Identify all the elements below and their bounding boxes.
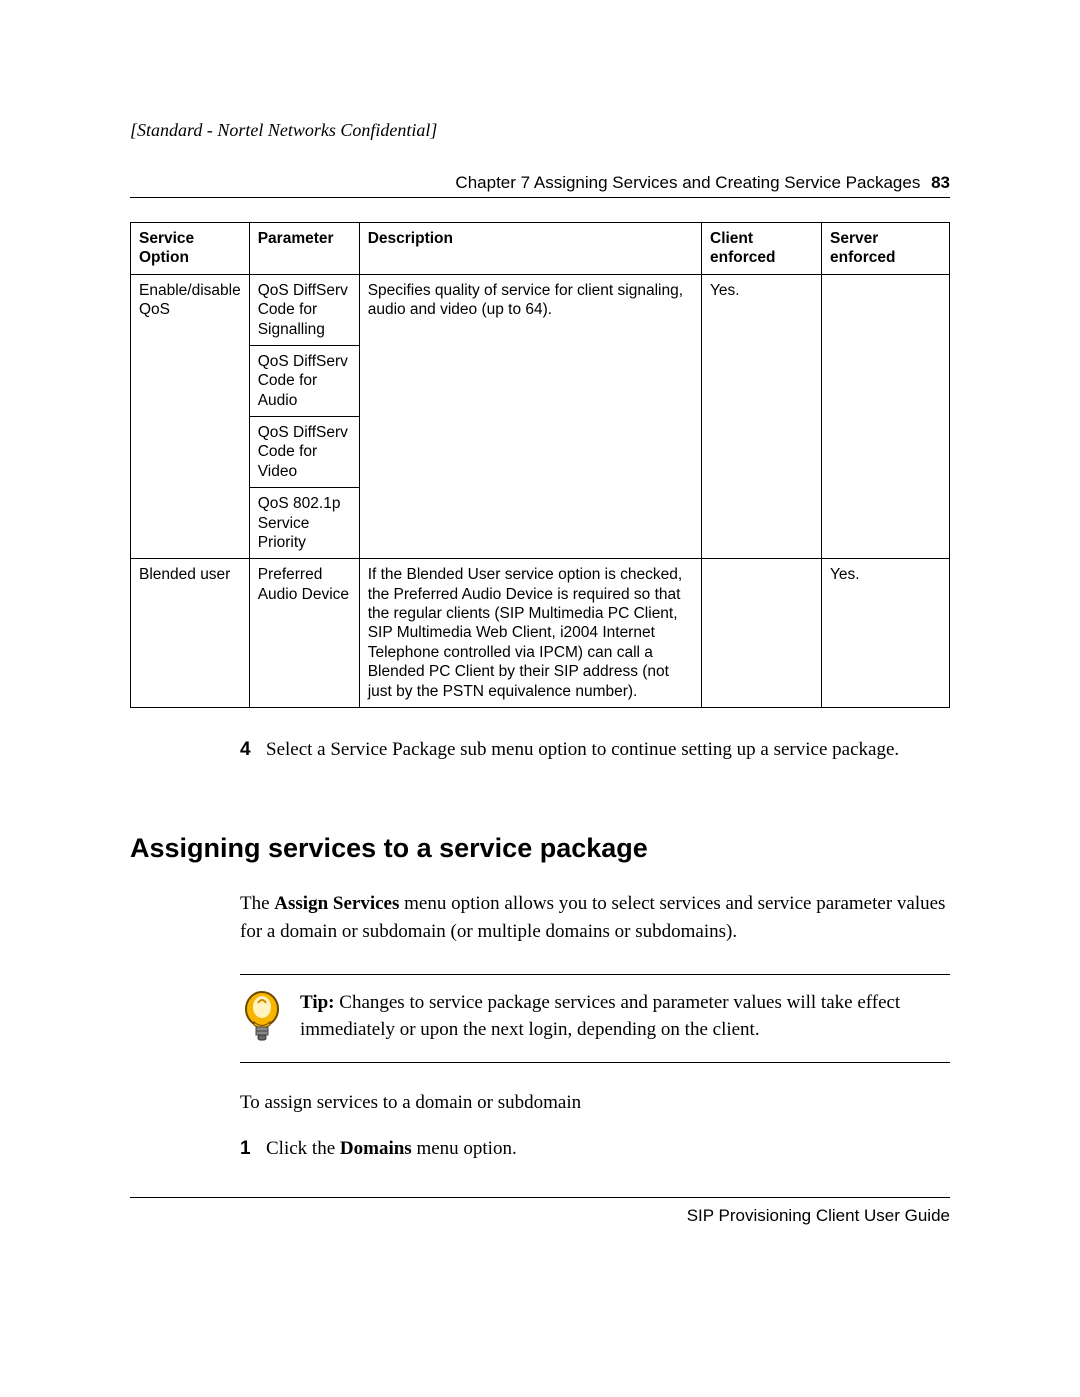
lightbulb-icon — [240, 989, 284, 1048]
th-server-enforced: Server enforced — [822, 223, 950, 275]
th-service-option: Service Option — [131, 223, 250, 275]
table-row: Enable/disable QoS QoS DiffServ Code for… — [131, 274, 950, 345]
th-client-enforced: Client enforced — [702, 223, 822, 275]
cell-client-enforced — [702, 559, 822, 708]
th-description: Description — [359, 223, 701, 275]
footer-text: SIP Provisioning Client User Guide — [130, 1206, 950, 1226]
step1-bold: Domains — [340, 1138, 412, 1159]
step-1: 1 Click the Domains menu option. — [240, 1135, 950, 1163]
footer-rule — [130, 1197, 950, 1198]
step-text: Select a Service Package sub menu option… — [266, 736, 950, 764]
chapter-header: Chapter 7 Assigning Services and Creatin… — [130, 173, 950, 193]
chapter-title: Chapter 7 Assigning Services and Creatin… — [455, 173, 920, 192]
cell-parameter: QoS DiffServ Code for Audio — [249, 345, 359, 416]
cell-parameter: QoS 802.1p Service Priority — [249, 488, 359, 559]
intro-pre: The — [240, 893, 274, 914]
cell-description: Specifies quality of service for client … — [359, 274, 701, 559]
table-header-row: Service Option Parameter Description Cli… — [131, 223, 950, 275]
step-number: 4 — [240, 736, 266, 764]
step1-post: menu option. — [412, 1138, 517, 1159]
cell-service-option: Enable/disable QoS — [131, 274, 250, 559]
cell-server-enforced — [822, 274, 950, 559]
header-rule — [130, 197, 950, 198]
document-page: [Standard - Nortel Networks Confidential… — [0, 0, 1080, 1286]
cell-description: If the Blended User service option is ch… — [359, 559, 701, 708]
service-options-table: Service Option Parameter Description Cli… — [130, 222, 950, 708]
intro-paragraph: The Assign Services menu option allows y… — [240, 890, 950, 945]
intro-bold: Assign Services — [274, 893, 399, 914]
section-heading: Assigning services to a service package — [130, 833, 950, 864]
step-4: 4 Select a Service Package sub menu opti… — [240, 736, 950, 764]
step1-pre: Click the — [266, 1138, 340, 1159]
cell-parameter: QoS DiffServ Code for Video — [249, 417, 359, 488]
th-parameter: Parameter — [249, 223, 359, 275]
tip-label: Tip: — [300, 992, 335, 1013]
tip-text: Tip: Changes to service package services… — [300, 989, 950, 1044]
tip-box: Tip: Changes to service package services… — [240, 974, 950, 1063]
cell-server-enforced: Yes. — [822, 559, 950, 708]
tip-body: Changes to service package services and … — [300, 992, 900, 1041]
cell-parameter: QoS DiffServ Code for Signalling — [249, 274, 359, 345]
cell-client-enforced: Yes. — [702, 274, 822, 559]
cell-service-option: Blended user — [131, 559, 250, 708]
confidential-notice: [Standard - Nortel Networks Confidential… — [130, 120, 950, 141]
cell-parameter: Preferred Audio Device — [249, 559, 359, 708]
table-row: Blended user Preferred Audio Device If t… — [131, 559, 950, 708]
assign-intro: To assign services to a domain or subdom… — [240, 1089, 950, 1117]
step-text: Click the Domains menu option. — [266, 1135, 950, 1163]
step-number: 1 — [240, 1135, 266, 1163]
page-number: 83 — [931, 173, 950, 192]
